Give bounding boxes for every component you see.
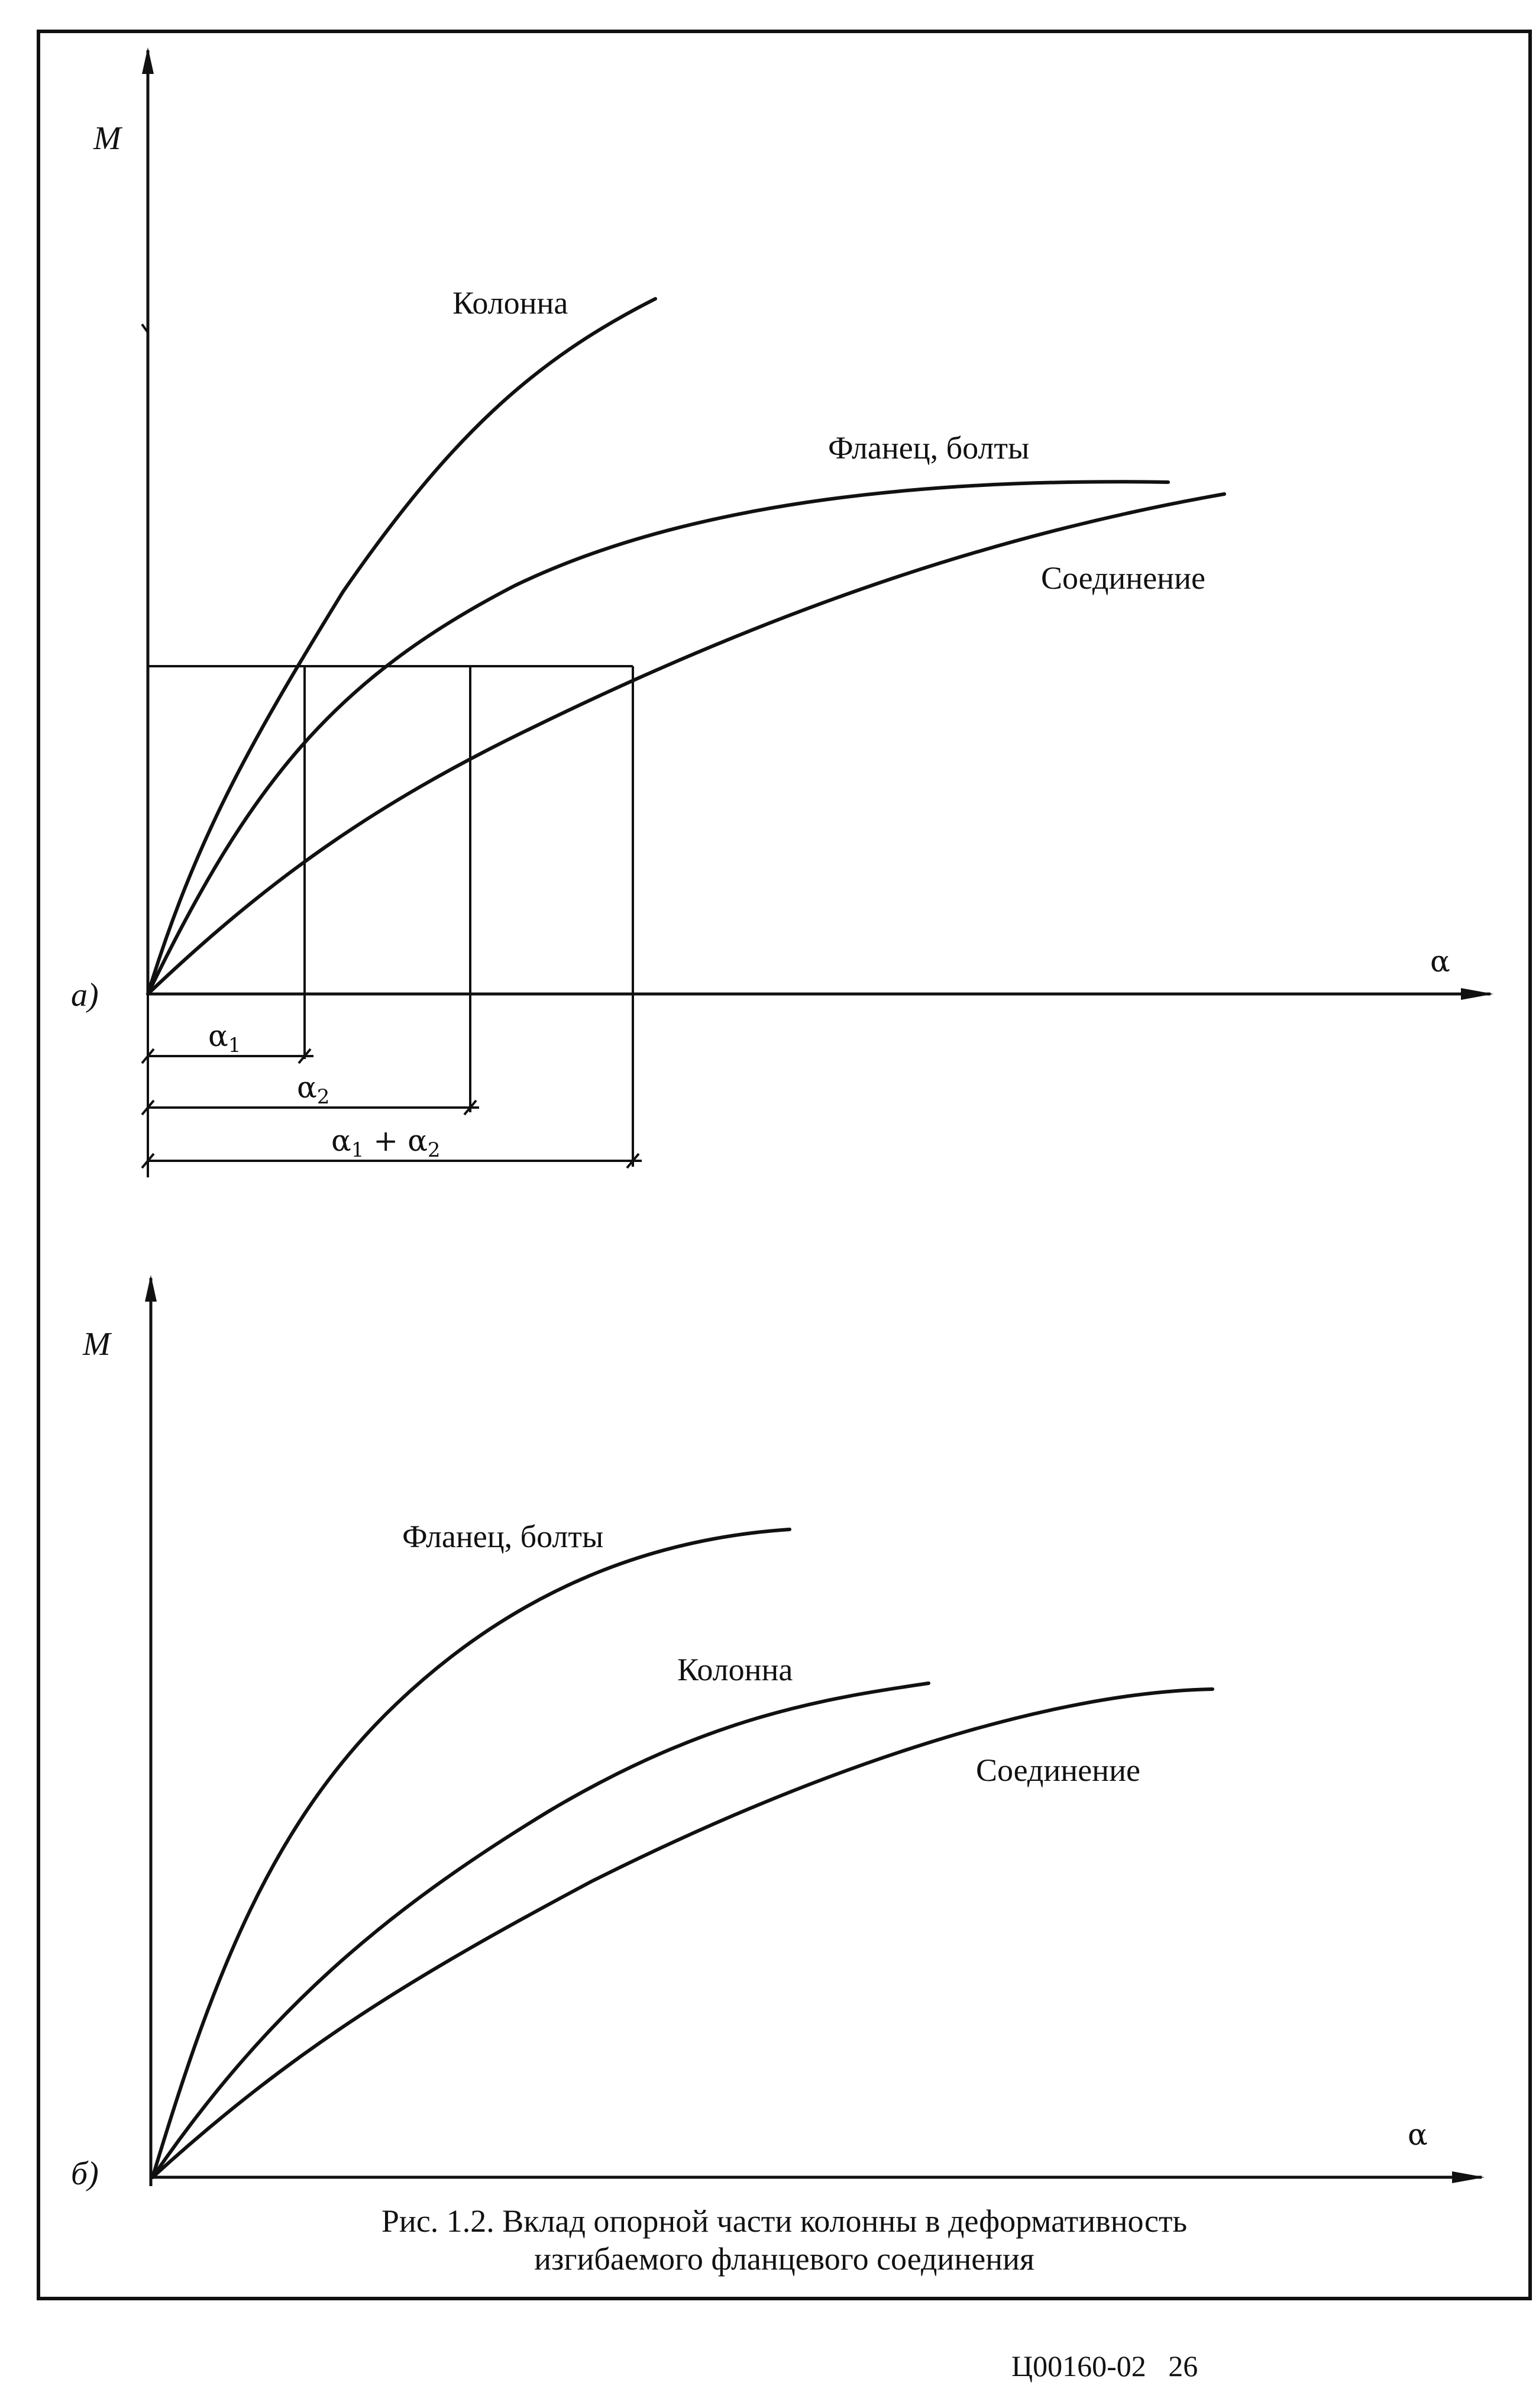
panel-b-curve-column (151, 1681, 930, 2179)
panel-b-curve-joint (151, 1687, 1214, 2179)
page-number: 26 (1168, 2349, 1198, 2383)
panel-a: M α а) Колонна Фланец, болты Соединение … (71, 47, 1493, 1177)
panel-b-label-joint: Соединение (976, 1752, 1140, 1788)
panel-a-curve-column (146, 297, 657, 996)
figure-caption: Рис. 1.2. Вклад опорной части колонны в … (37, 2202, 1532, 2278)
panel-b-x-axis-label: α (1408, 2118, 1428, 2152)
panel-a-panel-label: а) (71, 977, 99, 1013)
panel-b-panel-label: б) (71, 2155, 99, 2192)
panel-a-dim-label-sum: α1 + α2 (331, 1124, 441, 1162)
panel-a-dim-tick (141, 1048, 155, 1064)
panel-b-x-arrow-icon (1452, 2171, 1485, 2183)
panel-a-y-arrow-icon (142, 47, 154, 74)
panel-a-curve-flange-bolts (146, 480, 1170, 996)
panel-b-curve-flange-bolts (151, 1528, 791, 2179)
panel-a-dim-tick (141, 1153, 155, 1169)
panel-a-curve-joint (146, 492, 1226, 996)
panel-a-y-axis-label: M (93, 120, 123, 157)
panel-b-y-arrow-icon (145, 1275, 157, 1302)
panel-a-dim-tick (141, 1099, 155, 1116)
figure-frame (37, 30, 1532, 2300)
panel-b: M α б) Фланец, болты Колонна Соединение (71, 1275, 1485, 2192)
panel-a-x-arrow-icon (1461, 988, 1493, 1000)
panel-a-dim-tick (298, 1048, 312, 1064)
panel-b-label-flange-bolts: Фланец, болты (402, 1519, 603, 1554)
figure-caption-line-2: изгибаемого фланцевого соединения (534, 2241, 1034, 2277)
panel-a-dim-tick (626, 1153, 640, 1169)
panel-a-x-axis-label: α (1430, 944, 1450, 979)
panel-a-dim-label-alpha1: α1 (208, 1019, 241, 1057)
panel-a-dim-label-alpha2: α2 (297, 1070, 329, 1109)
panel-a-dim-tick (463, 1099, 477, 1116)
panel-a-label-joint: Соединение (1041, 560, 1205, 596)
document-code: Ц00160-02 (1011, 2349, 1146, 2383)
panel-b-label-column: Колонна (677, 1652, 793, 1687)
page-footer: Ц00160-02 26 (1011, 2349, 1198, 2383)
panel-a-y-tick (141, 323, 149, 334)
panel-a-label-column: Колонна (452, 285, 568, 321)
panel-a-label-flange-bolts: Фланец, болты (828, 430, 1029, 466)
figure-caption-line-1: Рис. 1.2. Вклад опорной части колонны в … (381, 2203, 1188, 2239)
panel-b-y-axis-label: M (82, 1326, 112, 1363)
